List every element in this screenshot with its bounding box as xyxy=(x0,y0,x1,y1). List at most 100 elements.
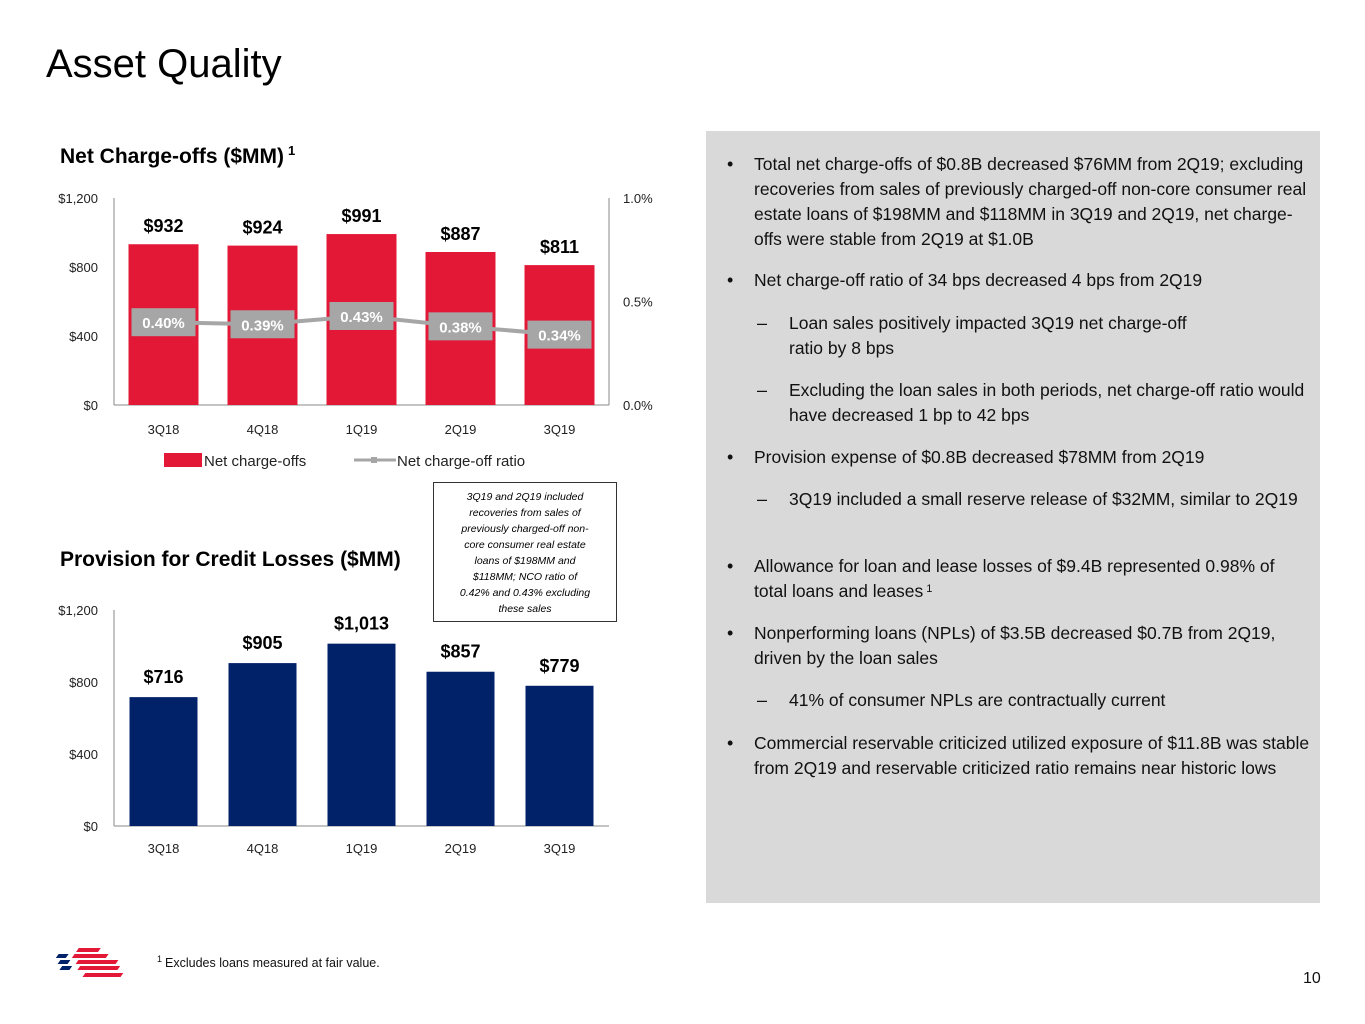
provision-chart: $0 $400 $800 $1,200 $716 3Q18 $905 4Q18 $1,013 1Q… xyxy=(58,603,609,856)
commentary-bullet: • Allowance for loan and lease losses of … xyxy=(727,554,1309,604)
page-number: 10 xyxy=(1303,970,1321,987)
x-tick-label: 3Q19 xyxy=(544,841,576,856)
y-tick-label: $800 xyxy=(69,675,98,690)
nco-ratio-label: 0.38% xyxy=(439,319,482,336)
provision-bar-label: $716 xyxy=(143,667,183,687)
bullet-icon: • xyxy=(727,270,734,290)
callout-line: previously charged-off non- xyxy=(461,523,589,535)
dash-icon: – xyxy=(757,313,768,333)
bullet-text: Total net charge-offs of $0.8B decreased… xyxy=(754,154,1307,249)
nco-ratio-label: 0.40% xyxy=(142,315,185,332)
nco-ratio-label: 0.43% xyxy=(340,309,383,326)
y2-tick-label: 0.0% xyxy=(623,398,653,413)
provision-bar xyxy=(525,685,594,826)
bank-flag-logo-icon xyxy=(55,948,124,977)
nco-ratio-label-box xyxy=(527,320,592,349)
y-tick-label: $400 xyxy=(69,329,98,344)
x-tick-label: 1Q19 xyxy=(346,841,378,856)
sub-bullet-text: Loan sales positively impacted 3Q19 net … xyxy=(789,313,1187,358)
commentary-bullet: • Total net charge-offs of $0.8B decrease… xyxy=(727,152,1309,252)
x-tick-label: 4Q18 xyxy=(247,841,279,856)
provision-bar-label: $779 xyxy=(539,656,579,676)
callout-line: recoveries from sales of xyxy=(469,507,581,519)
y2-tick-label: 0.5% xyxy=(623,295,653,310)
callout-line: these sales xyxy=(498,603,552,615)
commentary-sub-bullet: – 41% of consumer NPLs are contractually … xyxy=(757,688,1309,713)
y-tick-label: $400 xyxy=(69,747,98,762)
callout-line: $118MM; NCO ratio of xyxy=(472,571,578,583)
x-tick-label: 4Q18 xyxy=(247,422,279,437)
nco-ratio-label: 0.39% xyxy=(241,317,284,334)
legend-label: Net charge-off ratio xyxy=(397,453,525,470)
y-tick-label: $800 xyxy=(69,260,98,275)
nco-bar-label: $811 xyxy=(540,237,579,257)
y-tick-label: $0 xyxy=(84,819,98,834)
nco-ratio-label-box xyxy=(230,310,295,339)
callout-line: 3Q19 and 2Q19 included xyxy=(466,491,584,503)
bullet-icon: • xyxy=(727,623,734,643)
commentary-bullet: • Net charge-off ratio of 34 bps decrease… xyxy=(727,268,1309,293)
nco-chart-title: Net Charge-offs ($MM) 1 xyxy=(60,143,296,169)
nco-callout-box: 3Q19 and 2Q19 included recoveries from s… xyxy=(433,482,617,622)
commentary-bullet: • Provision expense of $0.8B decreased $7… xyxy=(727,445,1309,470)
bullet-icon: • xyxy=(727,447,734,467)
provision-bar-label: $857 xyxy=(440,642,480,662)
y-tick-label: $0 xyxy=(84,398,98,413)
net-charge-offs-chart: $0 $400 $800 $1,200 0.0% 0.5% 1.0% $932 3Q18 $924… xyxy=(58,191,653,470)
x-tick-label: 3Q19 xyxy=(544,422,576,437)
callout-line: core consumer real estate xyxy=(464,539,586,551)
bullet-text: Provision expense of $0.8B decreased $78… xyxy=(754,447,1205,467)
footnote-marker: 1 xyxy=(157,954,163,964)
provision-bar-label: $905 xyxy=(242,633,282,653)
legend-swatch-marker xyxy=(371,457,377,463)
nco-chart-title-text: Net Charge-offs ($MM) xyxy=(60,145,284,168)
x-tick-label: 1Q19 xyxy=(346,422,378,437)
bullet-icon: • xyxy=(727,154,734,174)
provision-bar xyxy=(327,643,396,826)
provision-bar-label: $1,013 xyxy=(334,614,389,634)
y-tick-label: $1,200 xyxy=(58,191,98,206)
nco-bar-label: $887 xyxy=(440,224,480,244)
nco-ratio-label: 0.34% xyxy=(538,328,581,345)
x-tick-label: 2Q19 xyxy=(445,841,477,856)
sub-bullet-text: Excluding the loan sales in both periods… xyxy=(789,380,1305,425)
bullet-text: Nonperforming loans (NPLs) of $3.5B decr… xyxy=(754,623,1276,668)
commentary-panel: • Total net charge-offs of $0.8B decrease… xyxy=(706,131,1320,903)
legend-label: Net charge-offs xyxy=(204,453,306,470)
provision-bar xyxy=(129,697,198,826)
bullet-icon: • xyxy=(727,733,734,753)
nco-ratio-label-box xyxy=(131,308,196,337)
dash-icon: – xyxy=(757,489,768,509)
dash-icon: – xyxy=(757,380,768,400)
x-tick-label: 2Q19 xyxy=(445,422,477,437)
footnote-text: Excludes loans measured at fair value. xyxy=(165,956,380,971)
commentary-sub-bullet: – Loan sales positively impacted 3Q19 net… xyxy=(757,311,1219,361)
x-tick-label: 3Q18 xyxy=(148,422,180,437)
y2-tick-label: 1.0% xyxy=(623,191,653,206)
x-tick-label: 3Q18 xyxy=(148,841,180,856)
footnote: 1 Excludes loans measured at fair value. xyxy=(157,954,380,970)
sub-bullet-text: 3Q19 included a small reserve release of… xyxy=(789,489,1298,509)
nco-title-footnote-marker: 1 xyxy=(288,143,296,158)
commentary-bullet: • Nonperforming loans (NPLs) of $3.5B dec… xyxy=(727,621,1309,671)
legend-swatch-bars xyxy=(164,453,202,467)
sub-bullet-text: 41% of consumer NPLs are contractually c… xyxy=(789,690,1166,710)
nco-ratio-label-box xyxy=(428,312,493,341)
commentary-bullet: • Commercial reservable criticized utiliz… xyxy=(727,731,1314,781)
bullet-icon: • xyxy=(727,556,734,576)
nco-ratio-label-box xyxy=(329,301,394,330)
provision-bar xyxy=(228,663,297,826)
page-title: Asset Quality xyxy=(46,42,282,86)
commentary-sub-bullet: – 3Q19 included a small reserve release o… xyxy=(757,487,1309,512)
nco-bar-label: $991 xyxy=(341,206,381,226)
dash-icon: – xyxy=(757,690,768,710)
callout-line: 0.42% and 0.43% excluding xyxy=(459,587,591,599)
bullet-text: Allowance for loan and lease losses of $… xyxy=(754,556,1275,601)
nco-bar-label: $924 xyxy=(242,218,282,238)
bullet-text: Net charge-off ratio of 34 bps decreased… xyxy=(754,270,1203,290)
footnote-marker: 1 xyxy=(926,583,933,595)
provision-bar xyxy=(426,671,495,826)
nco-bar-label: $932 xyxy=(143,216,183,236)
bullet-text: Commercial reservable criticized utilize… xyxy=(754,733,1310,778)
commentary-sub-bullet: – Excluding the loan sales in both period… xyxy=(757,378,1309,428)
